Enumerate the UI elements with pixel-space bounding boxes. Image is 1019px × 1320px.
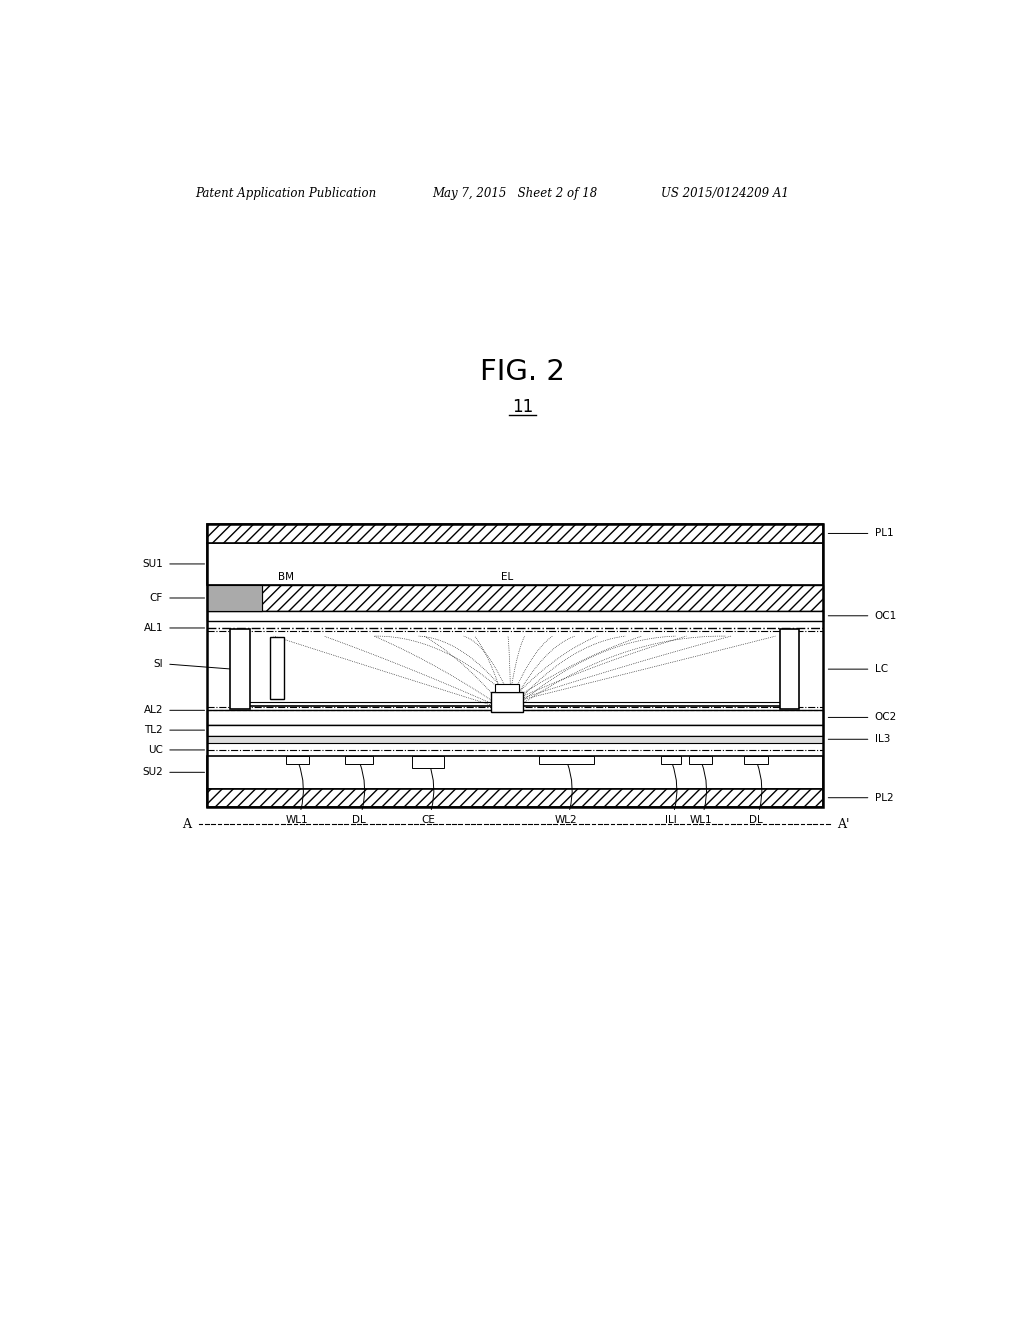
Text: AL2: AL2 [144,705,163,715]
Bar [538,756,593,764]
Bar [744,756,767,764]
Text: OC1: OC1 [873,611,896,620]
Text: CF: CF [150,593,163,603]
Bar [285,756,309,764]
Text: Patent Application Publication: Patent Application Publication [195,187,376,201]
Text: WL1: WL1 [689,763,711,825]
Text: SI: SI [153,659,163,669]
Text: OC2: OC2 [873,713,896,722]
Bar [206,756,822,788]
Text: PL2: PL2 [873,793,893,803]
Bar [779,630,799,709]
Bar [206,735,822,743]
Text: ILI: ILI [664,763,677,825]
Bar [412,756,443,768]
Text: CE: CE [421,763,434,825]
Text: EL: EL [500,572,513,582]
Text: May 7, 2015   Sheet 2 of 18: May 7, 2015 Sheet 2 of 18 [431,187,596,201]
Bar [206,585,822,611]
Bar [230,630,250,709]
Bar [206,788,822,807]
Bar [206,524,822,807]
Bar [206,611,822,620]
Bar [206,585,262,611]
Bar [344,756,372,764]
Text: WL2: WL2 [554,763,577,825]
Text: A: A [182,817,192,830]
Text: SU2: SU2 [143,767,163,777]
Bar [206,710,822,725]
Text: DL: DL [352,763,365,825]
Bar [206,543,822,585]
Text: TL2: TL2 [145,725,163,735]
Text: US 2015/0124209 A1: US 2015/0124209 A1 [660,187,788,201]
Bar [494,684,519,692]
Bar [491,692,523,713]
Bar [660,756,681,764]
Text: IL3: IL3 [873,734,889,744]
Bar [206,524,822,543]
Bar [688,756,711,764]
Text: 11: 11 [512,399,533,416]
Text: UC: UC [148,744,163,755]
Text: FIG. 2: FIG. 2 [480,358,565,385]
Bar [206,725,822,735]
Text: A': A' [836,817,849,830]
Text: SU1: SU1 [143,558,163,569]
Text: DL: DL [748,763,762,825]
Text: BM: BM [277,572,293,582]
Text: PL1: PL1 [873,528,893,539]
Text: WL1: WL1 [286,763,309,825]
Bar [269,638,283,700]
Text: AL1: AL1 [144,623,163,634]
Bar [206,585,262,611]
Text: LC: LC [873,664,887,675]
